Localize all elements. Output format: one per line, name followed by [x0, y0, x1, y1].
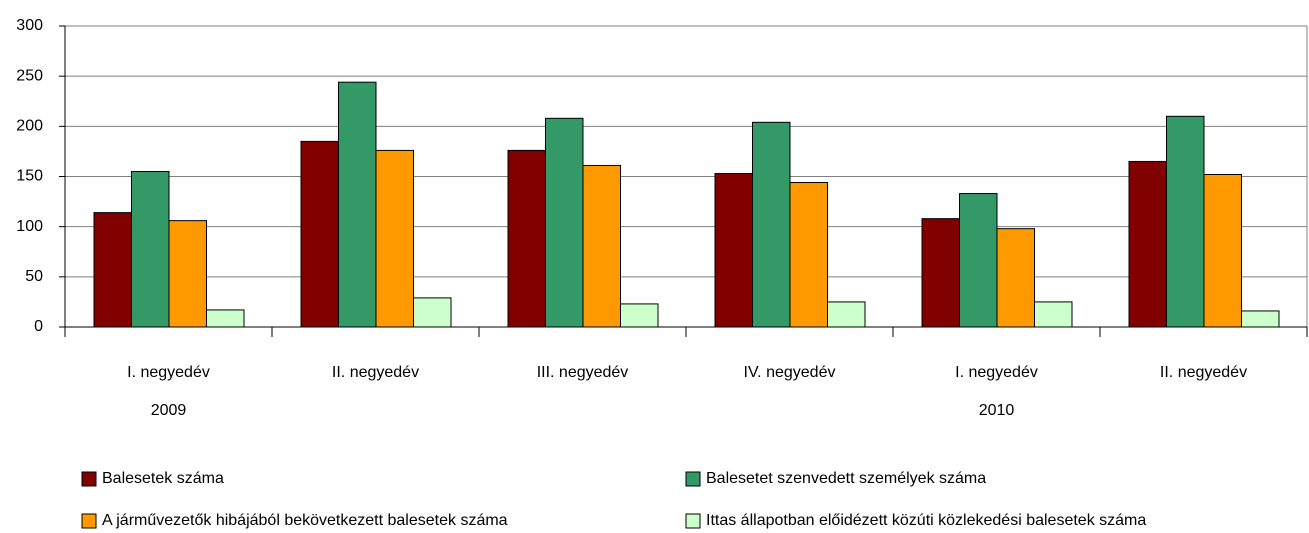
legend-label: Ittas állapotban előidézett közúti közle… — [706, 512, 1146, 529]
year-label: 2010 — [979, 402, 1015, 419]
bar — [168, 220, 207, 328]
bar — [582, 164, 621, 328]
bar — [300, 140, 339, 328]
bar — [413, 297, 452, 328]
bar — [131, 170, 170, 328]
x-tick-label: IV. negyedév — [744, 364, 836, 381]
bar — [996, 228, 1035, 328]
bar — [714, 172, 753, 328]
bar — [827, 301, 866, 328]
x-tick-label: I. negyedév — [955, 364, 1038, 381]
legend-swatch — [81, 471, 97, 487]
x-tick-label: II. negyedév — [332, 364, 419, 381]
bar — [338, 81, 377, 328]
x-tick-label: III. negyedév — [537, 364, 629, 381]
y-tick-label: 50 — [25, 268, 43, 285]
bar — [789, 182, 828, 328]
bar — [1203, 173, 1242, 328]
bar — [93, 212, 132, 328]
bar — [752, 121, 791, 328]
bar — [507, 149, 546, 328]
bar — [1128, 160, 1167, 328]
y-tick-label: 300 — [16, 17, 43, 34]
legend-label: Balesetet szenvedett személyek száma — [706, 470, 986, 487]
y-tick-label: 250 — [16, 67, 43, 84]
y-tick-label: 0 — [34, 318, 43, 335]
year-label: 2009 — [151, 402, 187, 419]
y-tick-label: 100 — [16, 218, 43, 235]
legend-swatch — [81, 513, 97, 529]
legend-swatch — [685, 471, 701, 487]
bar — [959, 193, 998, 328]
bar — [620, 303, 659, 328]
bar — [921, 218, 960, 328]
bar — [1166, 115, 1205, 328]
bar — [1034, 301, 1073, 328]
bar — [545, 117, 584, 328]
x-tick-label: II. negyedév — [1160, 364, 1247, 381]
y-tick-label: 150 — [16, 168, 43, 185]
legend-label: Balesetek száma — [102, 470, 224, 487]
x-tick-label: I. negyedév — [127, 364, 210, 381]
legend-swatch — [685, 513, 701, 529]
legend-label: A járművezetők hibájából bekövetkezett b… — [102, 512, 508, 529]
bar — [375, 149, 414, 328]
bar — [206, 309, 245, 328]
bar — [1241, 310, 1280, 328]
y-tick-label: 200 — [16, 118, 43, 135]
